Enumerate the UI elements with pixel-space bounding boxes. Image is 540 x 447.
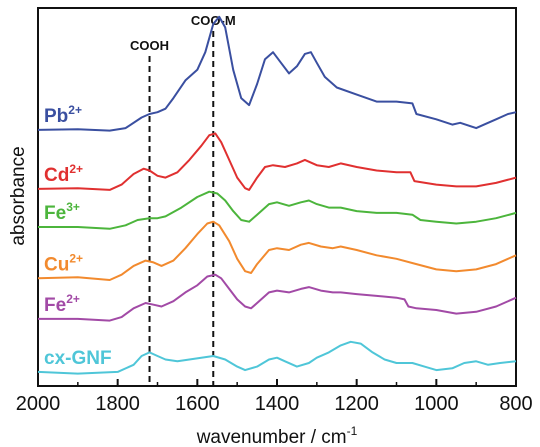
series-line [37,132,517,191]
series-label: Fe2+ [44,292,80,316]
x-tick-label: 1000 [414,393,459,415]
series-line [37,340,517,375]
series-label: Cd2+ [44,162,83,186]
x-tick-label: 1200 [334,393,379,415]
series-line [37,220,517,281]
series-label: cx-GNF [44,348,112,369]
x-axis-title: wavenumber / cm-1 [196,424,358,447]
plot-frame [37,7,517,387]
x-tick-label: 1600 [175,393,220,415]
series-line [38,273,517,322]
series-label: Cu2+ [44,251,83,275]
x-axis-ticks: 2000 1800 1600 1400 1200 1000 800 [16,379,533,415]
series-line [38,190,517,230]
x-tick-label: 800 [499,393,532,415]
x-tick-label: 1400 [255,393,300,415]
series-label: Fe3+ [44,200,80,224]
x-tick-label: 1800 [95,393,140,415]
annotation-label: COOH [130,38,169,53]
series-line [37,15,517,132]
series-layer [37,15,517,375]
series-label-layer: Pb2+ Cd2+ Fe3+ Cu2+ Fe2+ cx-GNF [44,103,112,369]
x-tick-label: 2000 [16,393,61,415]
y-axis-title: absorbance [8,146,29,245]
series-label: Pb2+ [44,103,82,127]
